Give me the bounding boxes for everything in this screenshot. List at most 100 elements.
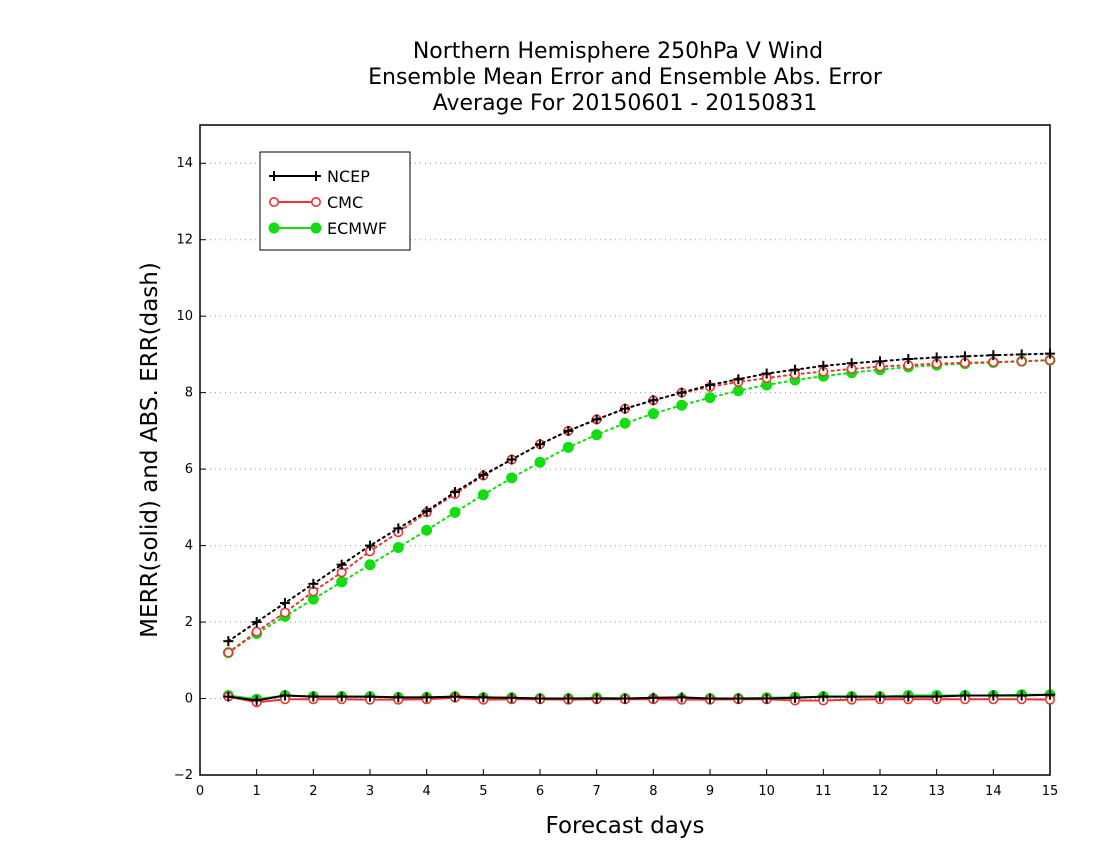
- series-group: [222, 348, 1056, 708]
- abs-err-point-ncep: [1016, 349, 1027, 360]
- x-tick-label: 6: [536, 784, 544, 799]
- abs-err-point-ncep: [1045, 348, 1055, 359]
- mean-err-point-ncep: [818, 691, 829, 702]
- legend-label-cmc: CMC: [327, 193, 363, 212]
- legend-label-ecmwf: ECMWF: [327, 219, 387, 238]
- x-tick-label: 4: [423, 784, 431, 799]
- abs-err-point-ncep: [535, 439, 545, 450]
- abs-err-point-ecmwf: [732, 385, 744, 397]
- legend-swatch-ecmwf: [268, 222, 322, 234]
- mean-err-point-ncep: [336, 691, 347, 702]
- mean-err-point-ncep: [1045, 689, 1055, 700]
- x-tick-label: 10: [758, 784, 775, 799]
- abs-err-point-ncep: [761, 368, 772, 379]
- x-tick-label: 3: [366, 784, 374, 799]
- mean-err-point-ncep: [450, 691, 460, 702]
- mean-err-point-ncep: [535, 693, 545, 704]
- plot-frame: [199, 124, 1051, 776]
- abs-err-point-ecmwf: [619, 417, 631, 429]
- y-tick-label: 8: [185, 386, 193, 401]
- mean-err-point-ncep: [988, 690, 999, 701]
- mean-err-point-ncep: [251, 695, 262, 706]
- x-tick-label: 11: [815, 784, 832, 799]
- y-tick-label: 2: [185, 615, 193, 630]
- chart-title-line-1: Northern Hemisphere 250hPa V Wind: [413, 39, 823, 64]
- abs-err-point-ecmwf: [449, 506, 461, 518]
- mean-err-point-ncep: [308, 691, 319, 702]
- mean-err-point-ncep: [790, 692, 800, 703]
- x-tick-label: 7: [593, 784, 601, 799]
- y-tick-label: 4: [185, 539, 193, 554]
- abs-err-point-ncep: [450, 487, 460, 498]
- mean-err-point-ncep: [365, 691, 375, 702]
- mean-err-point-ncep: [478, 692, 489, 703]
- x-tick-label: 5: [479, 784, 487, 799]
- abs-err-point-ncep: [988, 350, 999, 361]
- abs-err-point-ncep: [563, 425, 574, 436]
- mean-err-point-ncep: [620, 693, 630, 704]
- mean-err-point-ncep: [591, 693, 602, 704]
- x-tick-label: 13: [928, 784, 945, 799]
- mean-err-point-ncep: [421, 692, 432, 703]
- abs-err-point-ncep: [478, 469, 489, 480]
- legend-label-ncep: NCEP: [327, 167, 370, 186]
- abs-err-point-ncep: [280, 597, 290, 608]
- abs-err-point-ecmwf: [477, 489, 489, 501]
- legend-marker-ecmwf: [310, 222, 322, 234]
- abs-err-line-ecmwf: [227, 359, 1051, 654]
- abs-err-point-ncep: [648, 395, 659, 406]
- y-axis-label: MERR(solid) and ABS. ERR(dash): [137, 262, 163, 638]
- abs-err-point-ncep: [620, 403, 630, 414]
- abs-err-point-ecmwf: [364, 559, 376, 571]
- abs-err-point-ncep: [903, 354, 914, 364]
- abs-err-point-ecmwf: [676, 399, 688, 411]
- abs-err-point-ecmwf: [506, 472, 518, 484]
- abs-err-point-ecmwf: [647, 408, 659, 420]
- legend-marker-cmc: [310, 197, 321, 208]
- abs-err-point-ncep: [251, 617, 262, 628]
- abs-err-point-ncep: [931, 352, 942, 363]
- abs-err-point-ncep: [393, 523, 404, 534]
- y-tick-label: −2: [174, 768, 193, 783]
- x-tick-label: 0: [196, 784, 204, 799]
- abs-err-point-ncep: [790, 364, 800, 375]
- mean-err-point-ncep: [733, 693, 744, 704]
- mean-err-point-ncep: [960, 690, 970, 701]
- abs-err-point-ncep: [336, 559, 347, 570]
- abs-err-point-cmc: [223, 647, 234, 658]
- legend-marker-ecmwf: [268, 222, 280, 234]
- mean-err-point-ncep: [875, 691, 885, 702]
- x-tick-label: 2: [309, 784, 317, 799]
- mean-err-point-ncep: [223, 691, 234, 702]
- abs-err-point-ecmwf: [336, 576, 348, 588]
- abs-err-point-cmc: [251, 626, 262, 637]
- abs-err-point-ncep: [960, 351, 970, 362]
- x-tick-label: 9: [706, 784, 714, 799]
- abs-err-point-ncep: [365, 540, 375, 551]
- y-tick-label: 10: [176, 309, 193, 324]
- legend-marker-cmc: [268, 197, 279, 208]
- abs-err-point-ecmwf: [534, 456, 546, 468]
- x-tick-label: 1: [253, 784, 261, 799]
- abs-err-point-ncep: [591, 414, 602, 425]
- abs-err-point-ncep: [676, 387, 687, 398]
- mean-err-point-ncep: [705, 693, 715, 704]
- abs-err-point-ecmwf: [562, 441, 574, 453]
- abs-err-point-ncep: [875, 356, 885, 367]
- mean-err-point-ncep: [761, 693, 772, 704]
- abs-err-line-ncep: [227, 352, 1051, 643]
- abs-err-point-ncep: [421, 506, 432, 517]
- x-tick-label: 15: [1042, 784, 1059, 799]
- mean-err-point-ncep: [563, 693, 574, 704]
- legend-marker-ncep: [311, 171, 321, 181]
- abs-err-point-ncep: [846, 358, 857, 369]
- abs-err-point-ncep: [506, 454, 517, 465]
- y-tick-label: 12: [176, 233, 193, 248]
- chart-title-line-2: Ensemble Mean Error and Ensemble Abs. Er…: [368, 65, 883, 90]
- mean-err-point-ncep: [393, 692, 404, 703]
- mean-err-point-ncep: [903, 691, 914, 702]
- mean-err-point-ncep: [506, 692, 517, 703]
- abs-err-point-ecmwf: [421, 524, 433, 536]
